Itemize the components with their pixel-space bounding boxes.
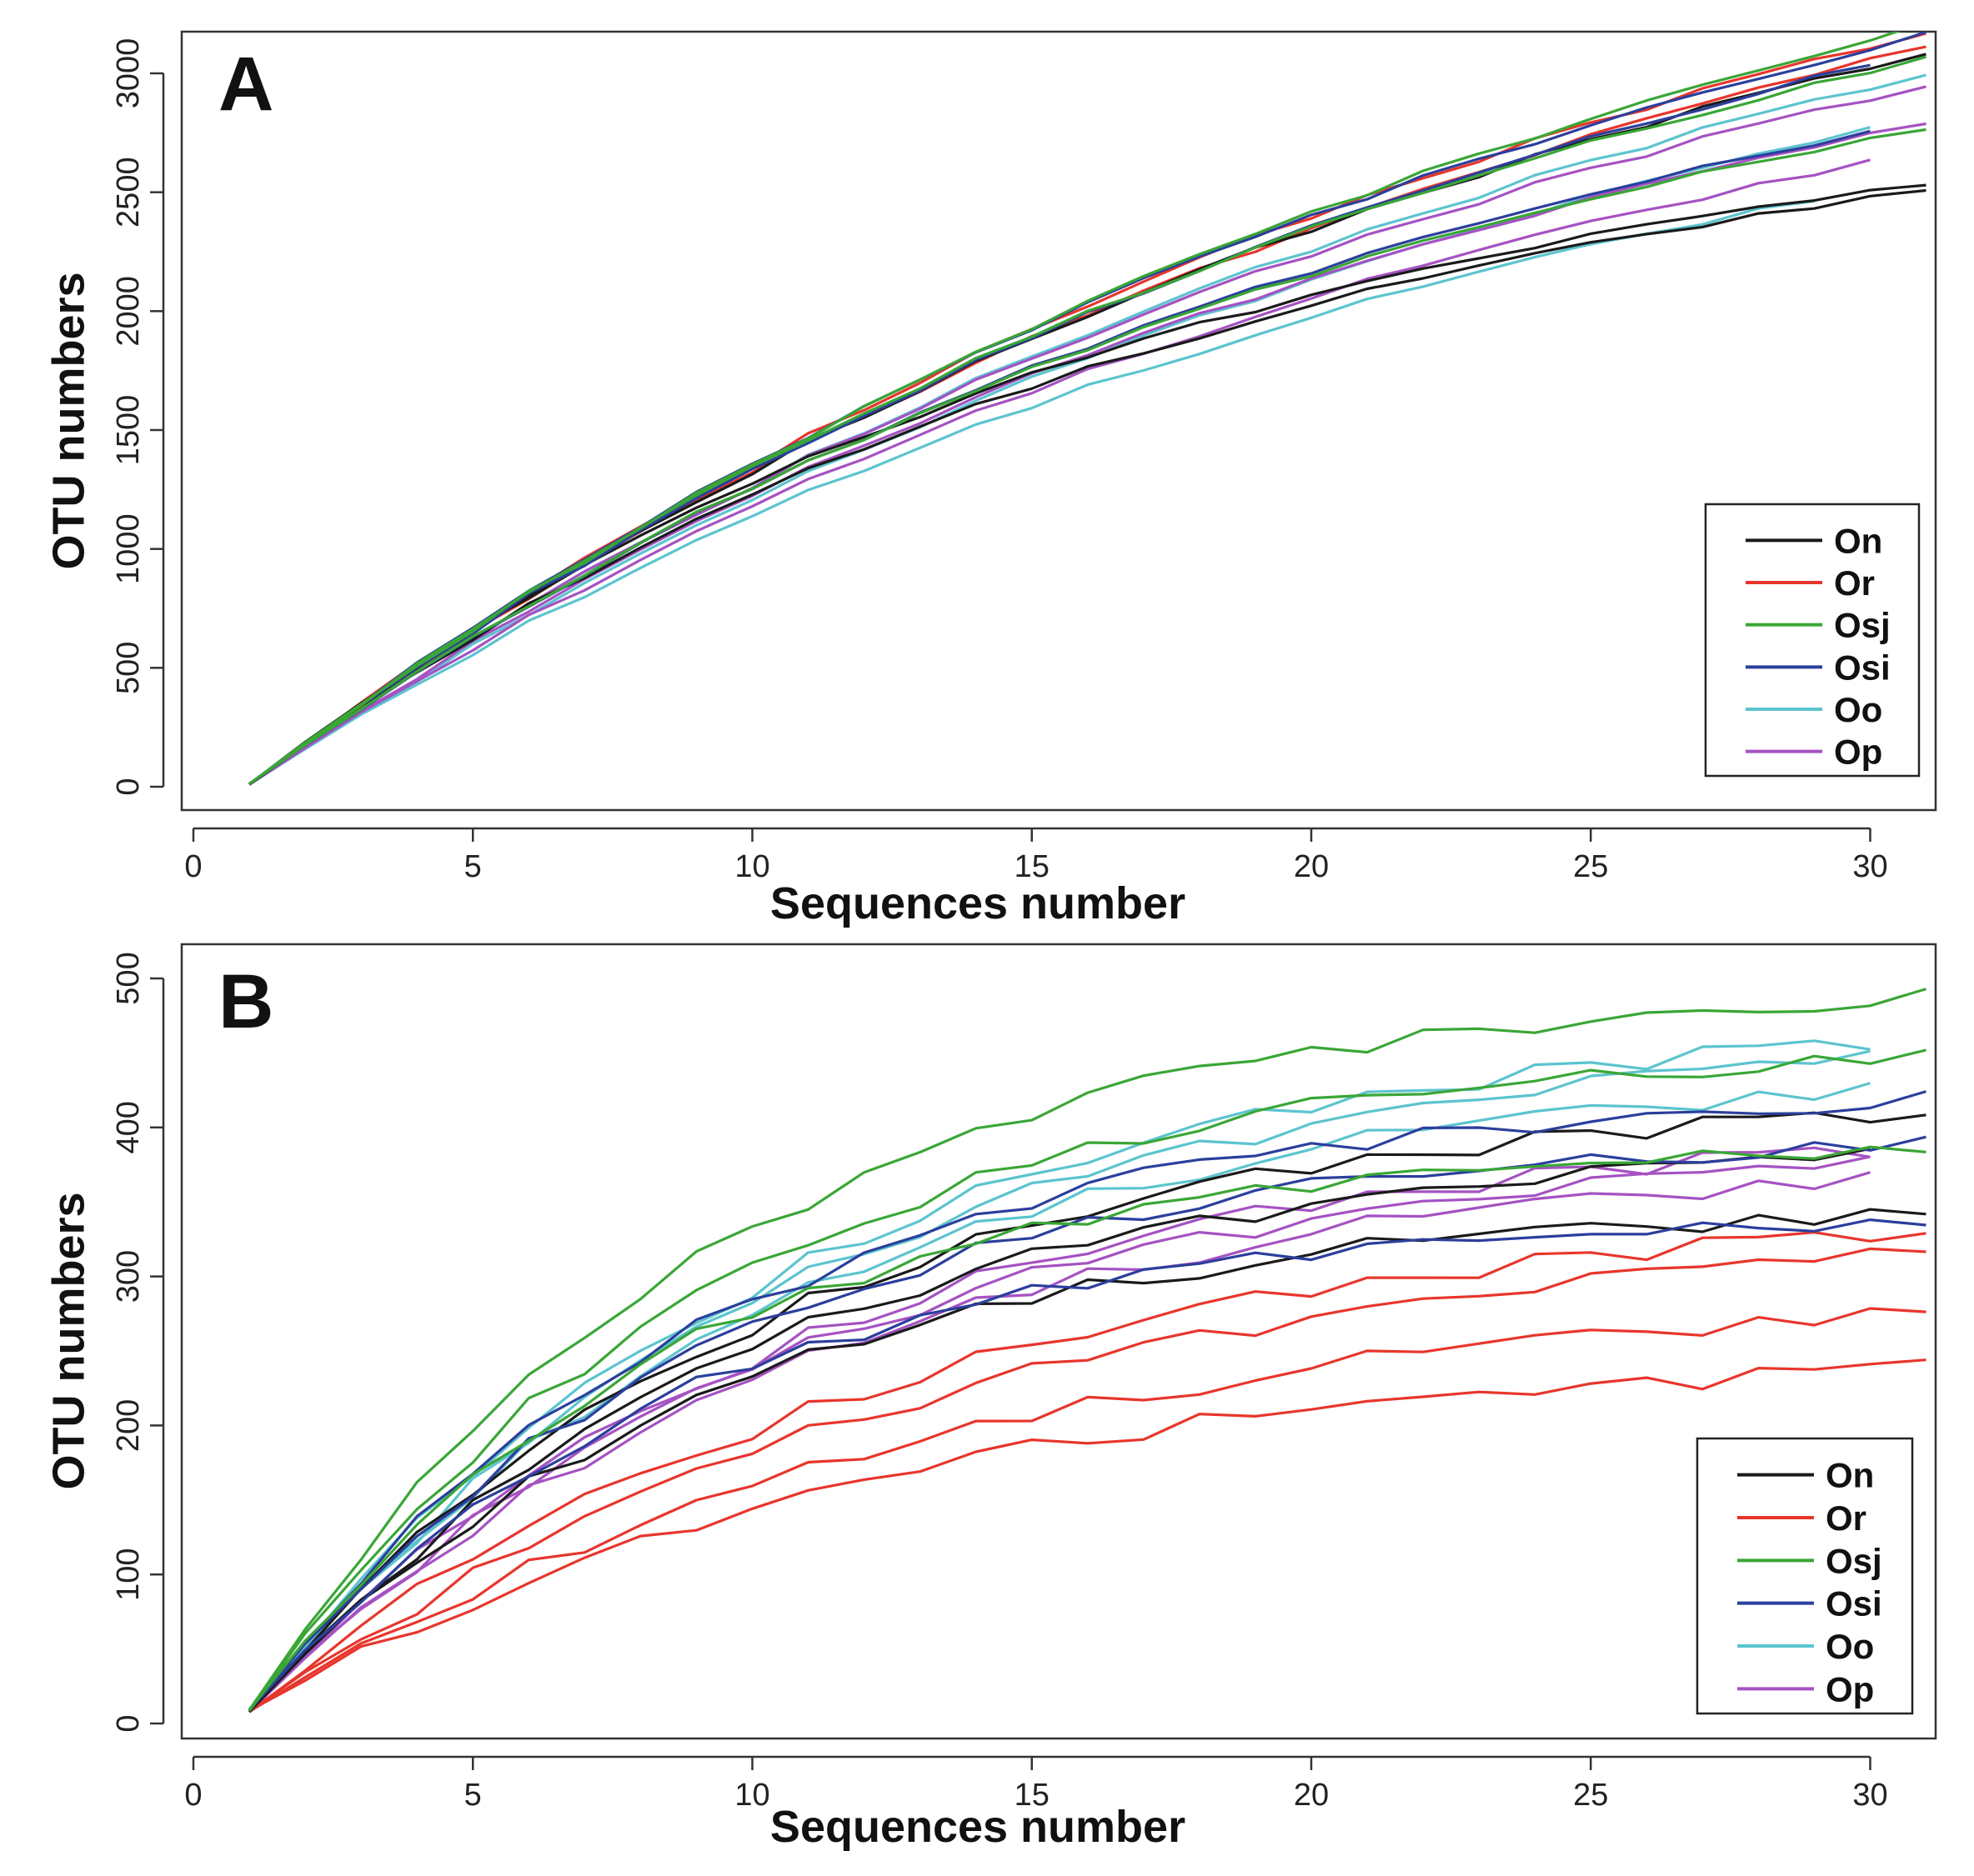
x-tick-label: 10	[734, 1778, 769, 1813]
series-line-osj	[248, 128, 1926, 785]
series-line-or	[248, 1247, 1926, 1713]
series-line-op	[248, 1155, 1871, 1713]
y-tick-label: 1000	[111, 513, 146, 584]
legend-label-or: Or	[1826, 1498, 1866, 1538]
panel-a: 0 5 10 15 20 25 30 0 500 1000 1500 2000 2500 3000 Sequ…	[43, 30, 1937, 928]
x-tick-label: 20	[1294, 849, 1329, 884]
series-line-oo	[248, 73, 1926, 786]
series-line-osi	[248, 1218, 1926, 1711]
legend-label-osj: Osj	[1826, 1541, 1882, 1580]
series-line-osj	[248, 988, 1926, 1711]
x-tick-label: 25	[1573, 1778, 1608, 1813]
legend-label-op: Op	[1826, 1669, 1874, 1708]
legend-label-op: Op	[1834, 733, 1882, 772]
series-line-on	[248, 1147, 1871, 1713]
series-line-oo	[248, 1039, 1871, 1713]
series-line-oo	[248, 1082, 1871, 1713]
legend-label-osj: Osj	[1834, 606, 1891, 645]
series-line-or	[248, 1358, 1926, 1712]
series-line-osi	[248, 63, 1871, 786]
y-tick-label: 200	[111, 1399, 146, 1452]
series-line-or	[248, 45, 1926, 786]
y-tick-label: 0	[111, 1714, 146, 1732]
y-tick-label: 2000	[111, 276, 146, 347]
panel-letter: B	[218, 959, 273, 1044]
x-tick-label: 30	[1852, 849, 1887, 884]
series-line-oo	[248, 1049, 1871, 1713]
legend-label-on: On	[1826, 1456, 1874, 1495]
x-tick-label: 20	[1294, 1778, 1329, 1813]
legend-label-on: On	[1834, 521, 1882, 560]
y-tick-label: 0	[111, 778, 146, 795]
series-line-on	[248, 53, 1926, 786]
y-axis-title: OTU numbers	[43, 1192, 93, 1489]
series-line-osj	[248, 1145, 1926, 1711]
series-line-osi	[248, 1090, 1926, 1711]
y-tick-label: 1500	[111, 395, 146, 466]
series-lines	[248, 32, 1926, 786]
x-axis-title: Sequences number	[770, 1802, 1185, 1852]
legend-label-oo: Oo	[1826, 1627, 1874, 1666]
plot-frame	[180, 943, 1937, 1740]
legend-label-osi: Osi	[1826, 1584, 1882, 1623]
series-line-on	[248, 1111, 1926, 1713]
y-tick-label: 100	[111, 1548, 146, 1600]
series-line-on	[248, 183, 1926, 786]
y-tick-label: 500	[111, 952, 146, 1004]
y-tick-label: 400	[111, 1101, 146, 1153]
legend-label-or: Or	[1834, 563, 1875, 603]
series-line-or	[248, 1231, 1926, 1713]
series-lines	[248, 988, 1926, 1713]
x-tick-label: 5	[464, 1778, 482, 1813]
y-tick-label: 2500	[111, 157, 146, 228]
x-tick-label: 25	[1573, 849, 1608, 884]
series-line-oo	[248, 199, 1815, 786]
x-tick-label: 15	[1015, 849, 1050, 884]
plot-frame	[180, 30, 1937, 812]
x-tick-label: 30	[1852, 1778, 1887, 1813]
series-line-op	[248, 158, 1871, 786]
y-tick-label: 3000	[111, 38, 146, 109]
series-line-osj	[248, 32, 1901, 785]
legend-label-oo: Oo	[1834, 690, 1882, 729]
series-line-osj	[248, 1048, 1926, 1712]
series-line-osi	[248, 129, 1871, 785]
legend-label-osi: Osi	[1834, 648, 1891, 687]
x-tick-label: 0	[184, 1778, 202, 1813]
series-line-op	[248, 1146, 1871, 1713]
x-tick-label: 0	[184, 849, 202, 884]
series-line-op	[248, 122, 1926, 786]
x-tick-label: 10	[734, 849, 769, 884]
series-line-op	[248, 1171, 1871, 1713]
x-tick-label: 5	[464, 849, 482, 884]
series-line-op	[248, 85, 1926, 786]
series-line-or	[248, 1307, 1926, 1713]
series-line-osi	[248, 32, 1926, 785]
series-line-osj	[248, 55, 1926, 786]
legend-box	[1704, 503, 1921, 778]
series-line-oo	[248, 126, 1871, 786]
y-tick-label: 300	[111, 1250, 146, 1303]
x-tick-label: 15	[1015, 1778, 1050, 1813]
y-axis-title: OTU numbers	[43, 272, 93, 569]
x-axis-title: Sequences number	[770, 878, 1185, 928]
panel-letter: A	[218, 42, 273, 127]
series-line-on	[248, 188, 1926, 786]
legend-box	[1696, 1437, 1914, 1715]
y-tick-label: 500	[111, 642, 146, 694]
